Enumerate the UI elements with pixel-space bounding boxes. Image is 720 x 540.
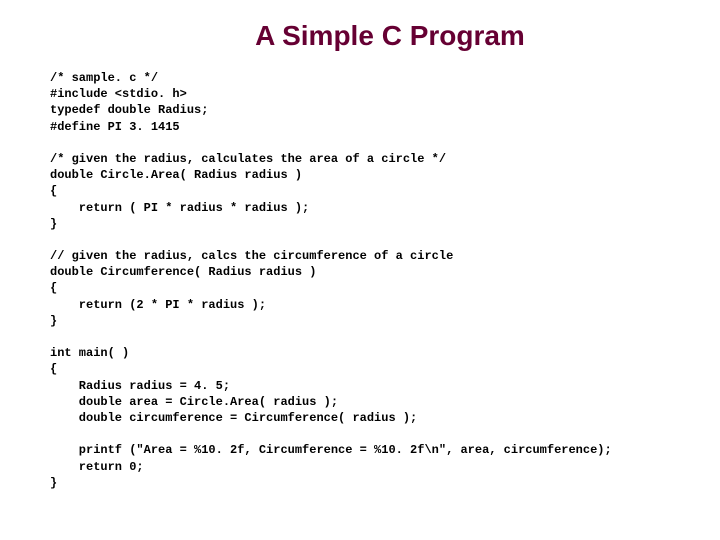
slide-container: A Simple C Program /* sample. c */ #incl… xyxy=(0,0,720,540)
code-content: /* sample. c */ #include <stdio. h> type… xyxy=(50,70,670,491)
slide-title: A Simple C Program xyxy=(50,20,670,52)
